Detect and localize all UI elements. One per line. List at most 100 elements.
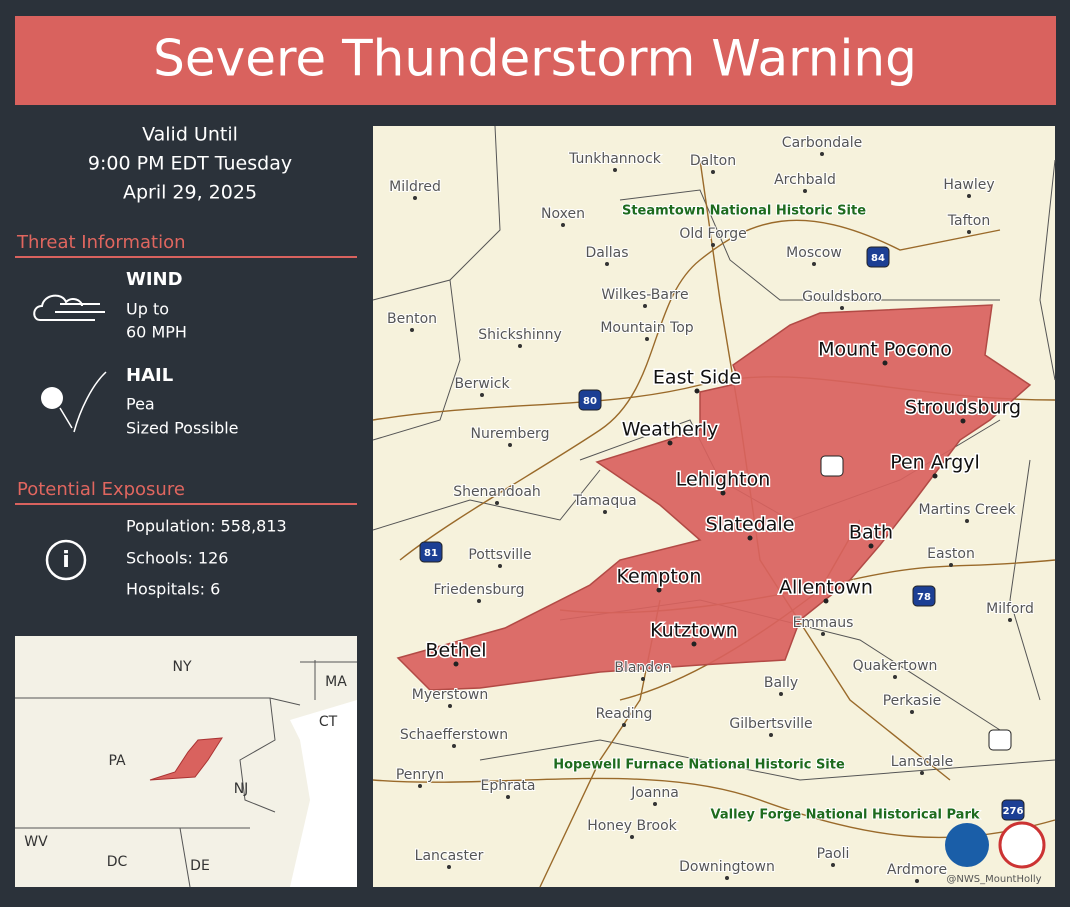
place-dot <box>418 784 422 788</box>
place-dot <box>820 152 824 156</box>
place-dot <box>720 490 726 496</box>
inset-label: DC <box>107 854 128 870</box>
route-shield <box>866 246 890 268</box>
warned-place-label: Lehighton <box>676 469 770 491</box>
place-label: Schaefferstown <box>400 727 508 743</box>
place-label: Easton <box>927 546 975 562</box>
header-bar <box>15 16 1056 105</box>
place-label: Emmaus <box>793 615 854 631</box>
place-dot <box>823 598 829 604</box>
place-dot <box>508 443 512 447</box>
place-dot <box>506 795 510 799</box>
place-dot <box>630 835 634 839</box>
place-dot <box>605 262 609 266</box>
place-dot <box>1008 618 1012 622</box>
route-shield <box>820 455 844 477</box>
inset-label: DE <box>190 858 210 874</box>
place-dot <box>641 677 645 681</box>
route-shield <box>988 729 1012 751</box>
inset-borders <box>15 660 357 888</box>
info-icon: i <box>45 539 87 581</box>
inset-label: WV <box>24 834 48 850</box>
route-label: 209 <box>822 462 843 473</box>
place-dot <box>812 262 816 266</box>
hail-text: Sized Possible <box>126 419 239 438</box>
place-label: Martins Creek <box>919 502 1017 518</box>
place-label: Tunkhannock <box>568 151 662 167</box>
place-label: Shickshinny <box>478 327 562 343</box>
place-dot <box>915 879 919 883</box>
place-dot <box>868 543 874 549</box>
place-dot <box>518 344 522 348</box>
place-dot <box>960 418 966 424</box>
place-dot <box>882 360 888 366</box>
place-dot <box>643 304 647 308</box>
place-dot <box>821 632 825 636</box>
place-dot <box>967 230 971 234</box>
place-dot <box>645 337 649 341</box>
warned-place-label: Bethel <box>425 640 486 662</box>
place-label: Paoli <box>817 846 850 862</box>
place-dot <box>893 675 897 679</box>
route-shield <box>912 585 936 607</box>
warned-place-label: Pen Argyl <box>890 452 980 474</box>
place-dot <box>622 723 626 727</box>
place-dot <box>949 563 953 567</box>
park-label: Steamtown National Historic Site <box>622 204 866 219</box>
svg-text:i: i <box>62 548 70 573</box>
place-label: Dalton <box>690 153 736 169</box>
exposure-text: Population: 558,813 <box>126 517 287 536</box>
place-dot <box>711 243 715 247</box>
place-label: Pottsville <box>468 547 531 563</box>
place-dot <box>410 328 414 332</box>
place-dot <box>932 473 938 479</box>
place-label: Penryn <box>396 767 444 783</box>
route-label: 80 <box>583 396 597 407</box>
place-dot <box>452 744 456 748</box>
title: Severe Thunderstorm Warning <box>153 30 917 88</box>
exposure-text: Schools: 126 <box>126 549 228 568</box>
hail-text: Pea <box>126 395 155 414</box>
place-dot <box>694 388 700 394</box>
place-dot <box>495 501 499 505</box>
place-dot <box>691 641 697 647</box>
warned-place-label: Kempton <box>617 566 702 588</box>
place-dot <box>613 168 617 172</box>
place-label: Old Forge <box>679 226 746 242</box>
hail-icon <box>41 371 107 433</box>
place-label: Gilbertsville <box>729 716 812 732</box>
inset-label: CT <box>319 714 338 730</box>
warning-area <box>396 304 1032 691</box>
valid-label: Valid Until <box>142 124 238 146</box>
valid-date: April 29, 2025 <box>123 182 257 204</box>
place-label: Joanna <box>630 785 679 801</box>
section-title: Potential Exposure <box>17 479 185 500</box>
place-dot <box>910 710 914 714</box>
noaa-logo <box>945 821 1046 869</box>
route-label: 84 <box>871 253 885 264</box>
route-shield <box>578 389 602 411</box>
place-dot <box>453 661 459 667</box>
place-label: Wilkes-Barre <box>601 287 688 303</box>
place-label: Hawley <box>943 177 994 193</box>
place-label: Mountain Top <box>600 320 693 336</box>
place-label: Reading <box>596 706 653 722</box>
place-label: Milford <box>986 601 1034 617</box>
warned-place-label: Mount Pocono <box>818 339 952 361</box>
place-label: Tamaqua <box>572 493 636 509</box>
warned-place-label: Stroudsburg <box>905 397 1021 419</box>
route-shield <box>1001 799 1025 821</box>
place-label: Lancaster <box>415 848 484 864</box>
credit: @NWS_MountHolly <box>946 874 1041 885</box>
place-label: Gouldsboro <box>802 289 882 305</box>
wind-text: 60 MPH <box>126 323 187 342</box>
place-label: Shenandoah <box>453 484 541 500</box>
hail-label: HAIL <box>126 365 173 386</box>
place-label: Ardmore <box>887 862 947 878</box>
place-dot <box>413 196 417 200</box>
inset-label: MA <box>325 674 347 690</box>
place-label: Mildred <box>389 179 441 195</box>
place-dot <box>603 510 607 514</box>
place-label: Archbald <box>774 172 836 188</box>
